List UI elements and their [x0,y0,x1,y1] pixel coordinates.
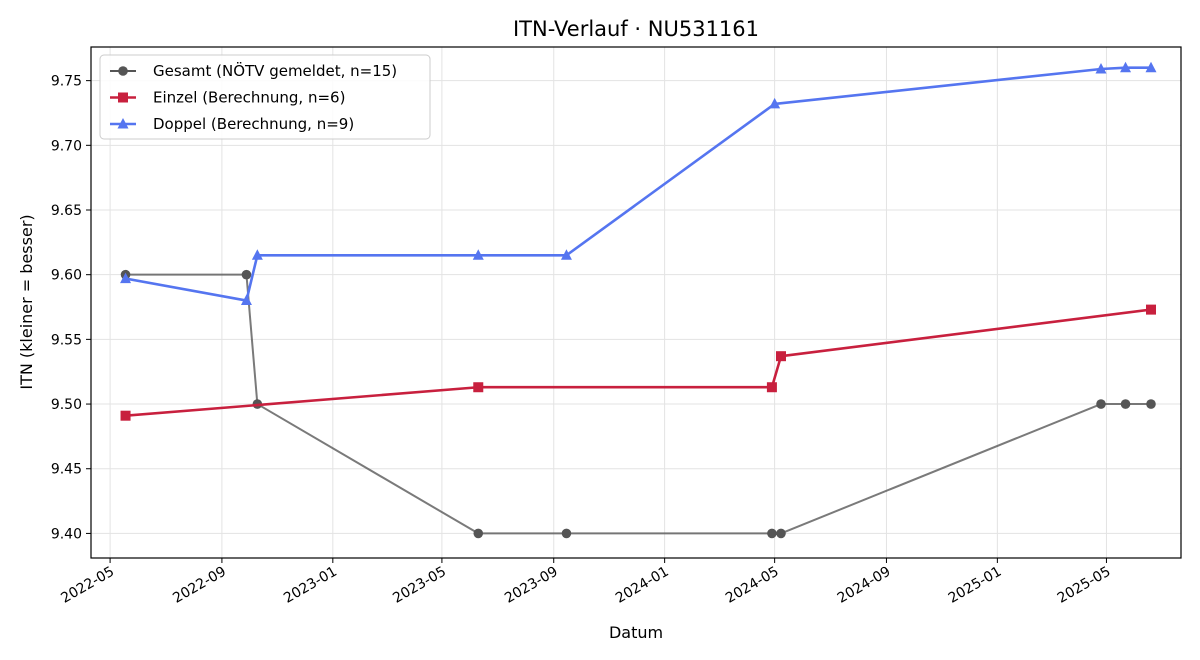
series-3-point [472,249,484,260]
y-tick-label: 9.40 [51,526,82,542]
legend-label: Doppel (Berechnung, n=9) [153,115,354,133]
y-tick-label: 9.50 [51,397,82,413]
x-tick-label: 2025-01 [946,564,1005,607]
series-3-point [251,249,263,260]
y-tick-label: 9.60 [51,268,82,284]
plot-frame [90,46,1182,559]
series-1 [120,269,1156,539]
legend-item-1: Gesamt (NÖTV gemeldet, n=15) [110,61,397,80]
x-tick-label: 2022-05 [58,564,117,607]
series-layer [120,61,1157,539]
x-axis-ticks: 2022-05 2022-09 2023-01 2023-05 2023-09 2024-… [58,558,1113,607]
series-3-point [560,249,572,260]
series-2-point [120,410,131,421]
series-2-point [1146,304,1156,315]
legend-marker [118,66,128,76]
series-1-point [473,528,484,539]
series-1-point [776,528,786,539]
y-tick-label: 9.70 [51,138,82,154]
x-axis-label: Datum [609,623,663,642]
y-tick-label: 9.45 [51,462,82,478]
x-tick-label: 2023-05 [390,564,449,607]
x-tick-label: 2024-09 [835,564,894,607]
y-tick-label: 9.65 [51,203,82,219]
legend: Gesamt (NÖTV gemeldet, n=15) Einzel (Bere… [99,54,431,140]
x-tick-label: 2024-05 [723,564,782,607]
legend-marker [118,92,128,103]
legend-item-2: Einzel (Berechnung, n=6) [110,89,345,107]
series-3-point [120,272,132,284]
x-tick-label: 2023-09 [502,564,561,607]
y-tick-label: 9.75 [51,74,82,90]
series-1-point [767,528,777,539]
series-3 [120,61,1157,306]
series-1-point [561,528,572,539]
grid-lines [91,47,1181,558]
legend-item-3: Doppel (Berechnung, n=9) [110,115,354,133]
x-tick-label: 2023-01 [281,564,340,607]
series-3-point [1095,62,1107,74]
series-2-point [766,382,777,393]
series-2-point [776,351,786,362]
x-tick-label: 2022-09 [170,564,229,607]
series-2 [120,304,1156,421]
series-1-point [241,269,252,280]
series-1-point [1146,399,1156,409]
legend-label: Gesamt (NÖTV gemeldet, n=15) [153,61,397,80]
legend-marker [117,118,129,129]
y-axis-label: ITN (kleiner = besser) [17,214,36,389]
series-1-line [125,273,1151,535]
chart-title: ITN-Verlauf · NU531161 [513,17,759,41]
series-2-point [473,382,484,393]
series-3-point [240,294,252,306]
y-tick-label: 9.55 [51,332,82,348]
x-tick-label: 2024-01 [613,564,672,607]
legend-label: Einzel (Berechnung, n=6) [153,89,345,107]
series-3-point [1120,61,1132,73]
x-tick-label: 2025-05 [1055,564,1114,607]
legend-box [99,54,431,140]
series-1-point [1096,399,1106,409]
series-1-point [1120,399,1131,409]
series-3-point [1145,61,1157,73]
y-axis-ticks: 9.40 9.45 9.50 9.55 9.60 9.65 9.70 9.75 [51,74,91,542]
series-3-point [769,97,781,109]
